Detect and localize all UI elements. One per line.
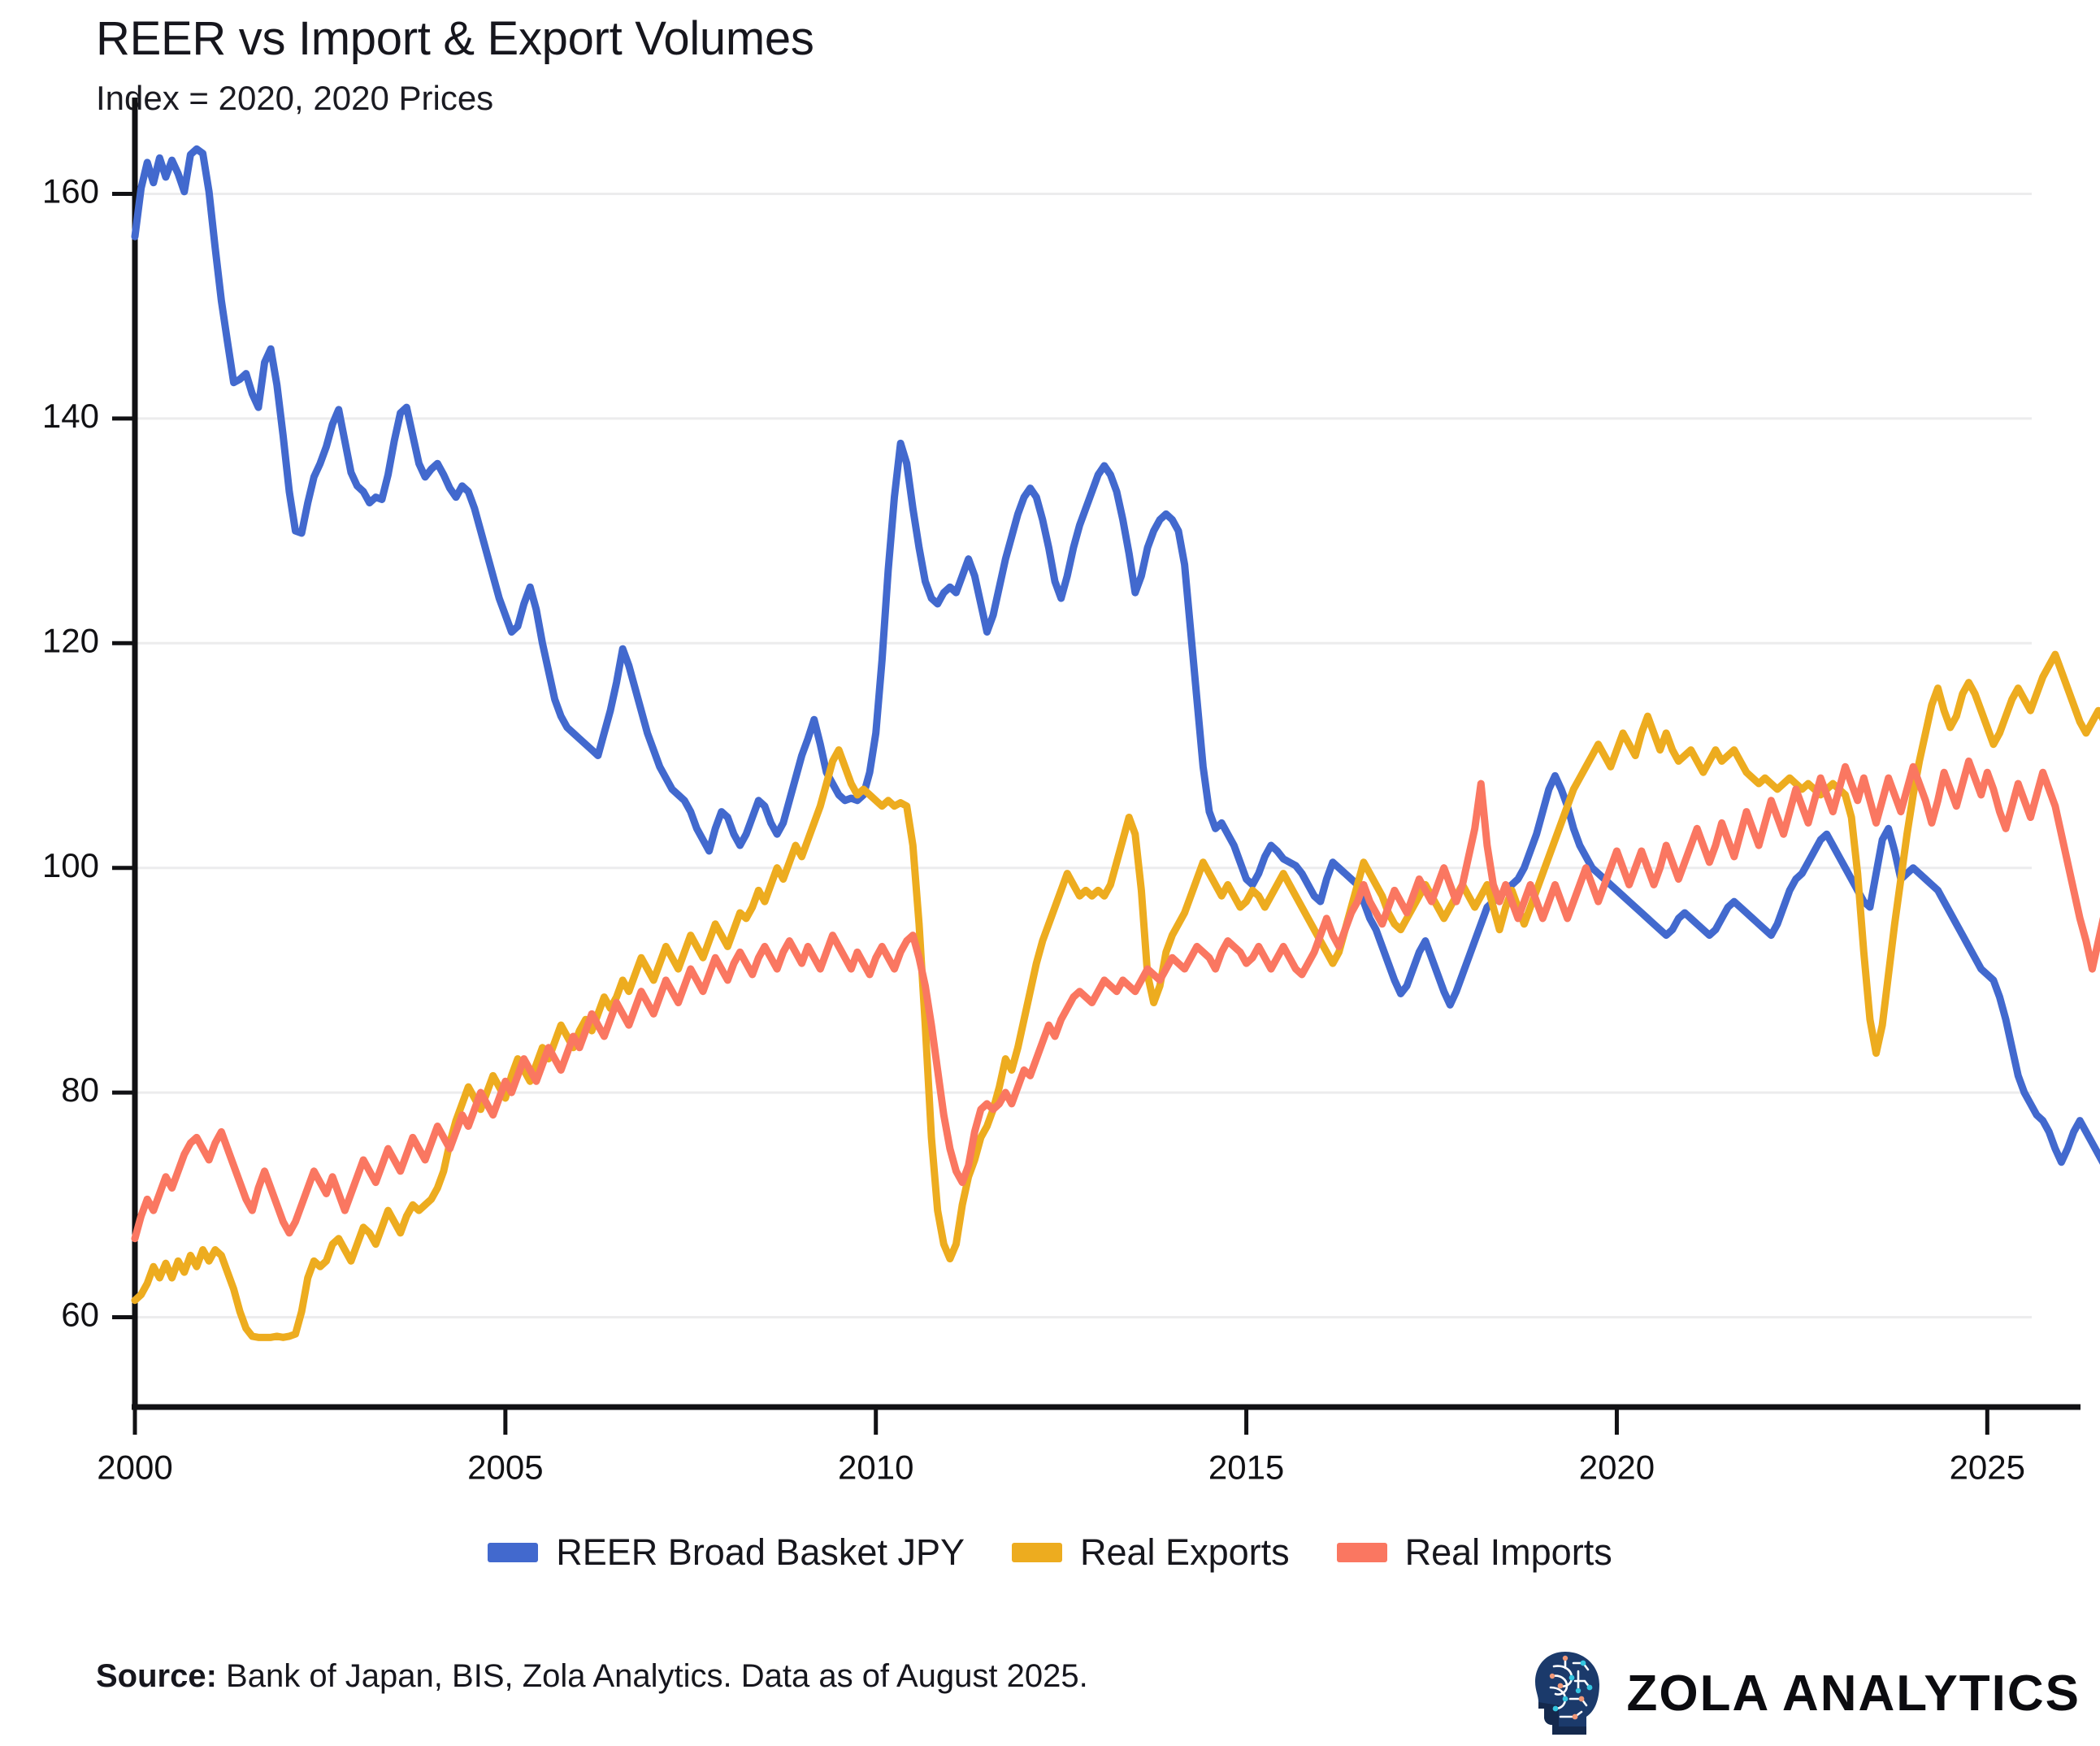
x-tick-label: 2020 (1579, 1448, 1655, 1486)
chart-legend: REER Broad Basket JPY Real Exports Real Im… (0, 1531, 2100, 1574)
legend-label: Real Imports (1404, 1531, 1612, 1573)
y-axis-labels: 60 80 100 120 140 160 (42, 172, 99, 1334)
chart-subtitle: Index = 2020, 2020 Prices (96, 78, 494, 117)
legend-item-2[interactable]: Real Imports (1336, 1531, 1612, 1574)
y-tick-label: 60 (61, 1296, 99, 1334)
source-label: Source: (96, 1658, 217, 1694)
legend-label: Real Exports (1080, 1531, 1290, 1573)
source-detail: Bank of Japan, BIS, Zola Analytics. Data… (216, 1658, 1088, 1694)
plot-area: 60 80 100 120 140 160 2000 2005 2010 2015 2020 202… (42, 98, 2100, 1486)
x-tick-label: 2010 (838, 1448, 913, 1486)
data-series (131, 145, 2100, 1341)
brand-logo: ZOLA ANALYTICS (1528, 1648, 2080, 1738)
y-tick-label: 140 (42, 397, 99, 435)
legend-swatch-icon (1012, 1543, 1062, 1562)
x-tick-label: 2000 (97, 1448, 172, 1486)
y-tick-label: 80 (61, 1071, 99, 1109)
series-line-0 (131, 145, 2100, 1166)
series-line-1 (131, 650, 2100, 1341)
x-tick-label: 2005 (467, 1448, 543, 1486)
y-tick-label: 160 (42, 172, 99, 211)
chart-header: REER vs Import & Export Volumes Index = … (96, 12, 1884, 118)
legend-item-1[interactable]: Real Exports (1012, 1531, 1290, 1574)
legend-swatch-icon (1336, 1543, 1387, 1562)
y-tick-label: 100 (42, 846, 99, 884)
x-axis-labels: 2000 2005 2010 2015 2020 2025 (97, 1448, 2025, 1486)
line-chart-svg: 60 80 100 120 140 160 2000 2005 2010 2015 2020 202… (42, 98, 2100, 1486)
legend-label: REER Broad Basket JPY (556, 1531, 965, 1573)
x-tick-label: 2015 (1208, 1448, 1284, 1486)
x-axis-ticks (132, 1407, 1989, 1435)
source-note: Source: Bank of Japan, BIS, Zola Analyti… (96, 1658, 1088, 1695)
series-line-2 (131, 757, 2100, 1243)
brand-name: ZOLA ANALYTICS (1626, 1665, 2080, 1722)
chart-footer: Source: Bank of Japan, BIS, Zola Analyti… (0, 1642, 2100, 1739)
y-axis-ticks (112, 192, 135, 1319)
brain-head-icon (1534, 1652, 1599, 1735)
legend-item-0[interactable]: REER Broad Basket JPY (488, 1531, 965, 1574)
x-tick-label: 2025 (1950, 1448, 2025, 1486)
legend-swatch-icon (488, 1543, 539, 1562)
gridlines (135, 193, 2032, 1318)
y-tick-label: 120 (42, 621, 99, 659)
chart-title: REER vs Import & Export Volumes (96, 12, 814, 65)
